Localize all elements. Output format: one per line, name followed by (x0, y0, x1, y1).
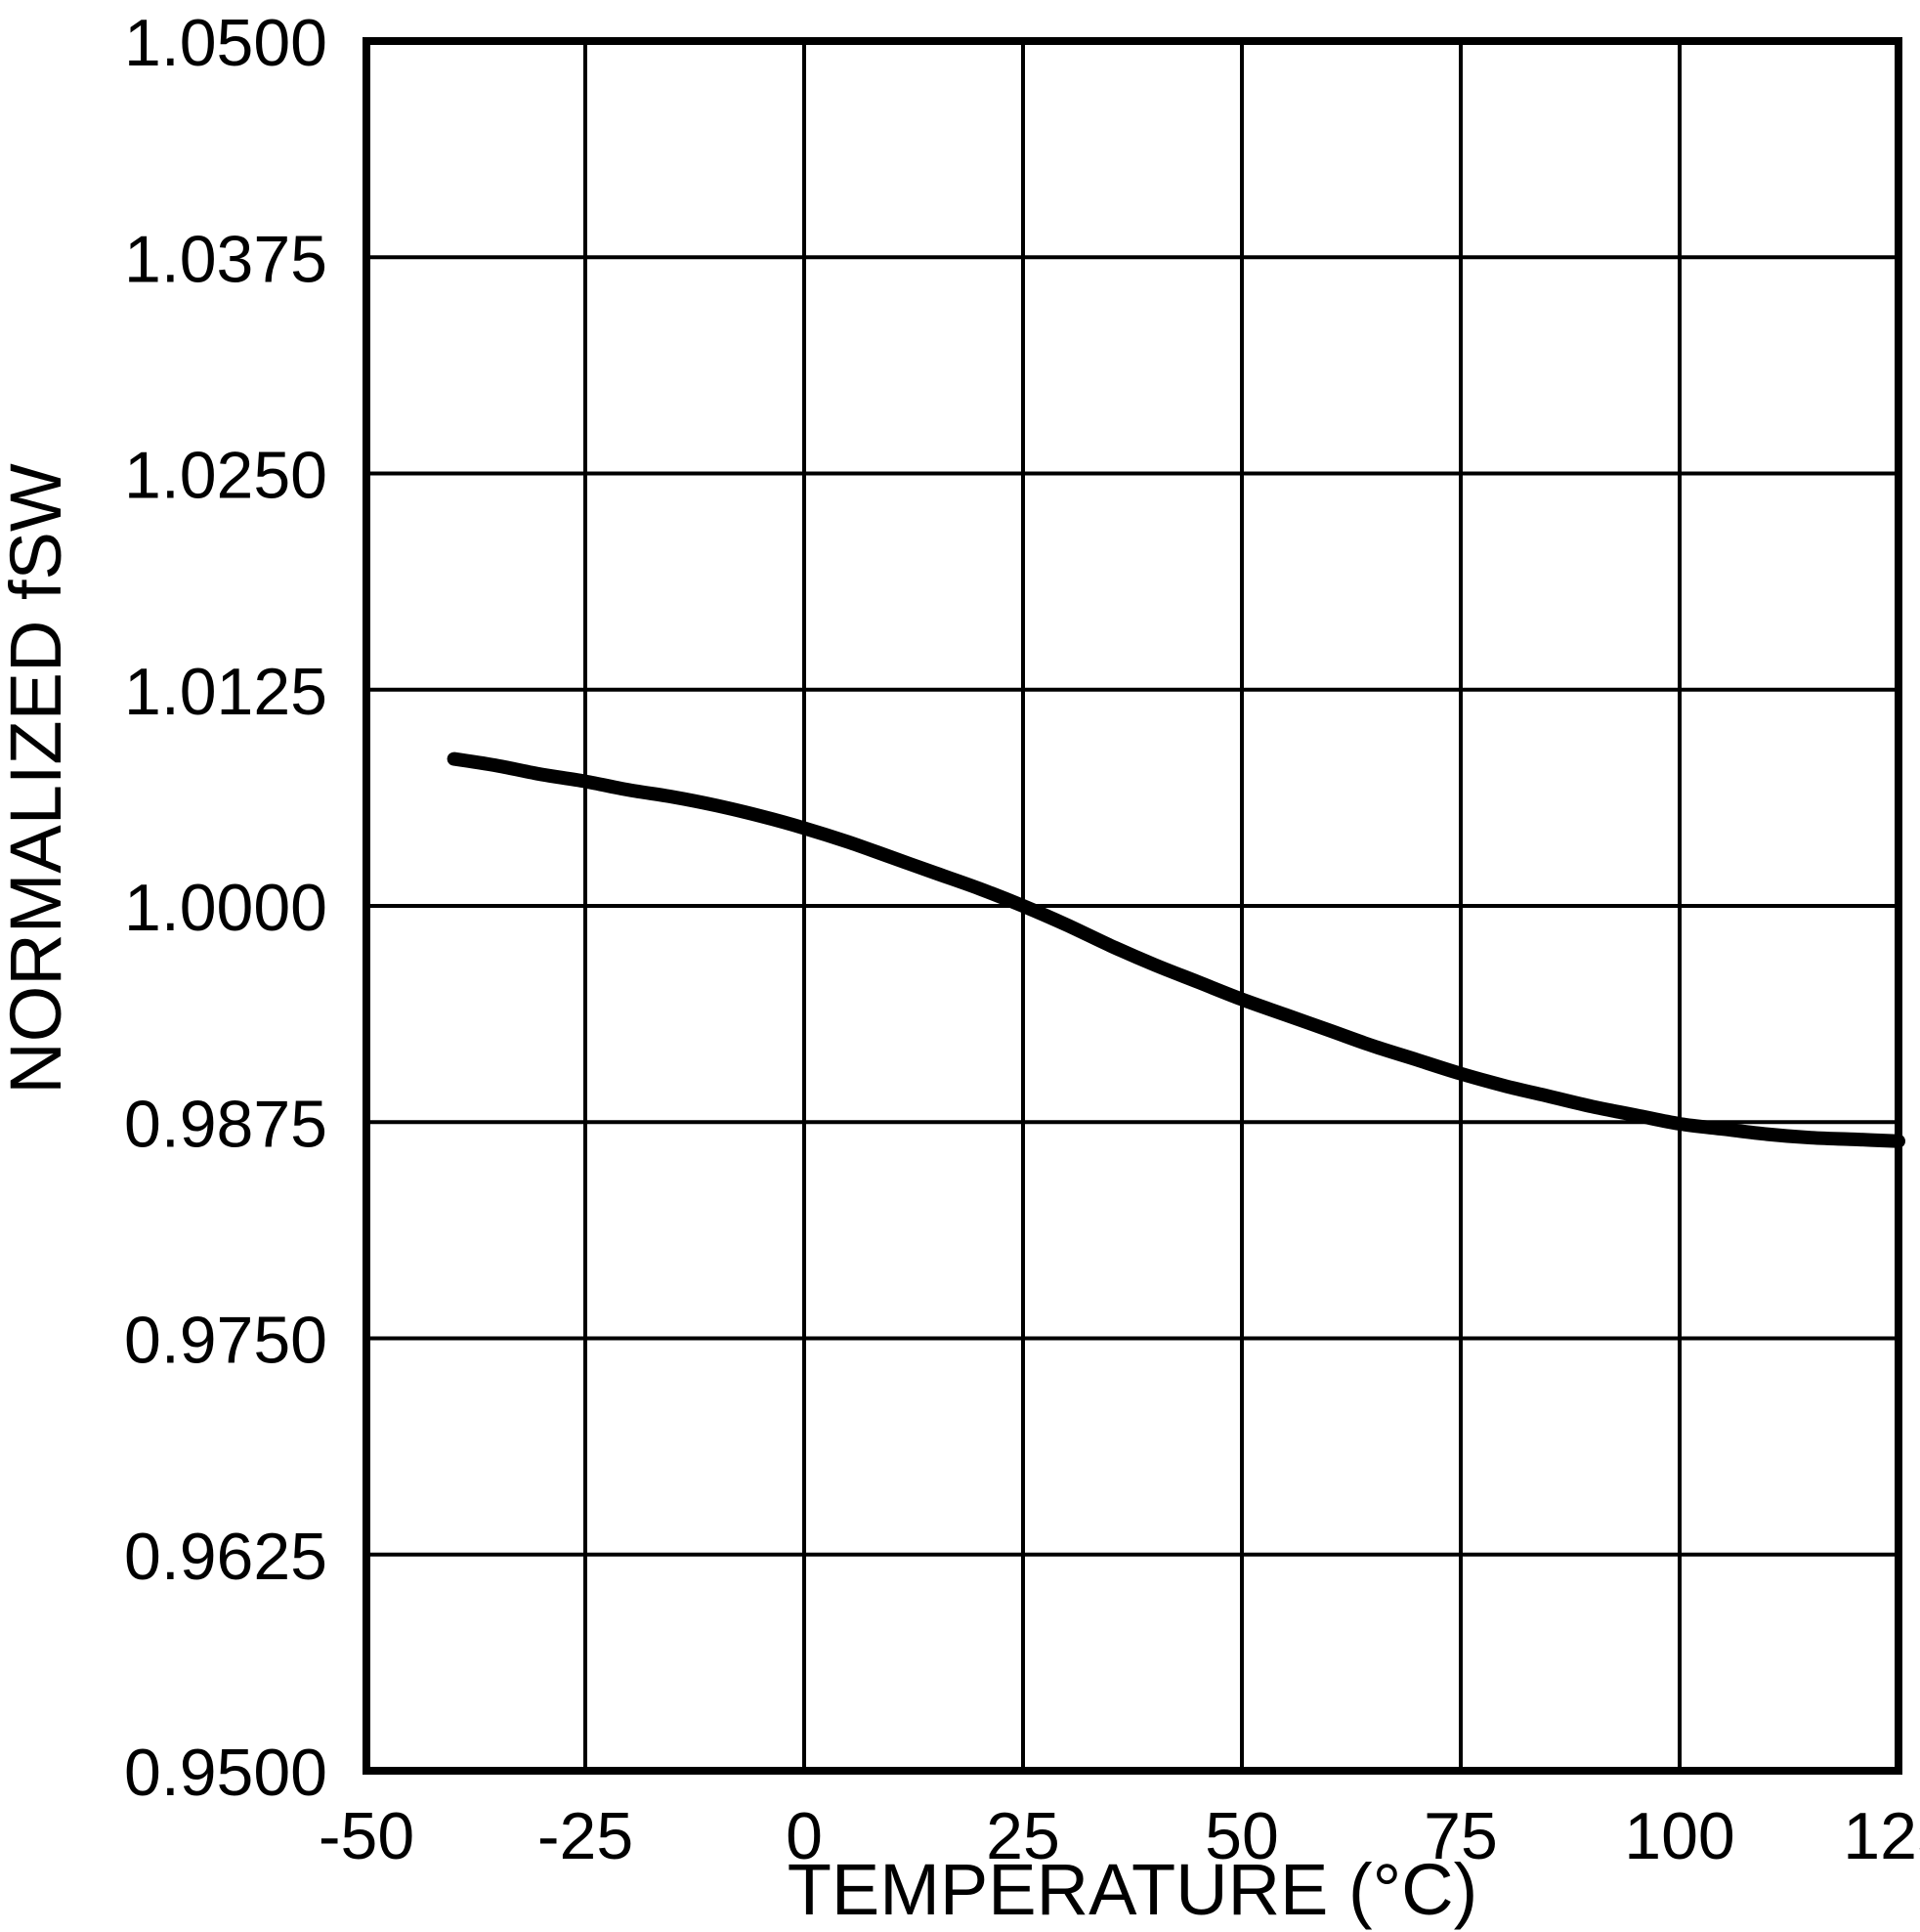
x-tick-label: 100 (1624, 1799, 1734, 1873)
x-tick-label: -25 (537, 1799, 633, 1873)
y-axis-title: NORMALIZED fSW (0, 463, 76, 1095)
y-tick-label: 0.9875 (124, 1087, 327, 1161)
x-tick-label: 75 (1424, 1799, 1498, 1873)
x-tick-label: 0 (786, 1799, 823, 1873)
x-tick-label: 125 (1843, 1799, 1920, 1873)
y-tick-label: 1.0375 (124, 222, 327, 296)
y-tick-label: 0.9750 (124, 1304, 327, 1378)
x-axis-tick-labels: -50 -25 0 25 50 75 100 125 (319, 1799, 1920, 1873)
y-axis-tick-labels: 1.0500 1.0375 1.0250 1.0125 1.0000 0.9875 0.97… (124, 6, 327, 1810)
gridlines (364, 39, 1900, 1773)
x-tick-label: -50 (319, 1799, 414, 1873)
plot-border (363, 37, 1902, 1775)
normalized-fsw-curve (447, 751, 1905, 1148)
x-tick-label: 50 (1205, 1799, 1279, 1873)
x-axis-title: TEMPERATURE (°C) (788, 1849, 1478, 1930)
y-tick-label: 1.0000 (124, 871, 327, 945)
x-tick-label: 25 (986, 1799, 1060, 1873)
y-tick-label: 0.9500 (124, 1736, 327, 1810)
y-tick-label: 0.9625 (124, 1520, 327, 1594)
y-tick-label: 1.0125 (124, 655, 327, 729)
y-tick-label: 1.0250 (124, 439, 327, 513)
data-curve-group (447, 751, 1905, 1148)
y-tick-label: 1.0500 (124, 6, 327, 80)
